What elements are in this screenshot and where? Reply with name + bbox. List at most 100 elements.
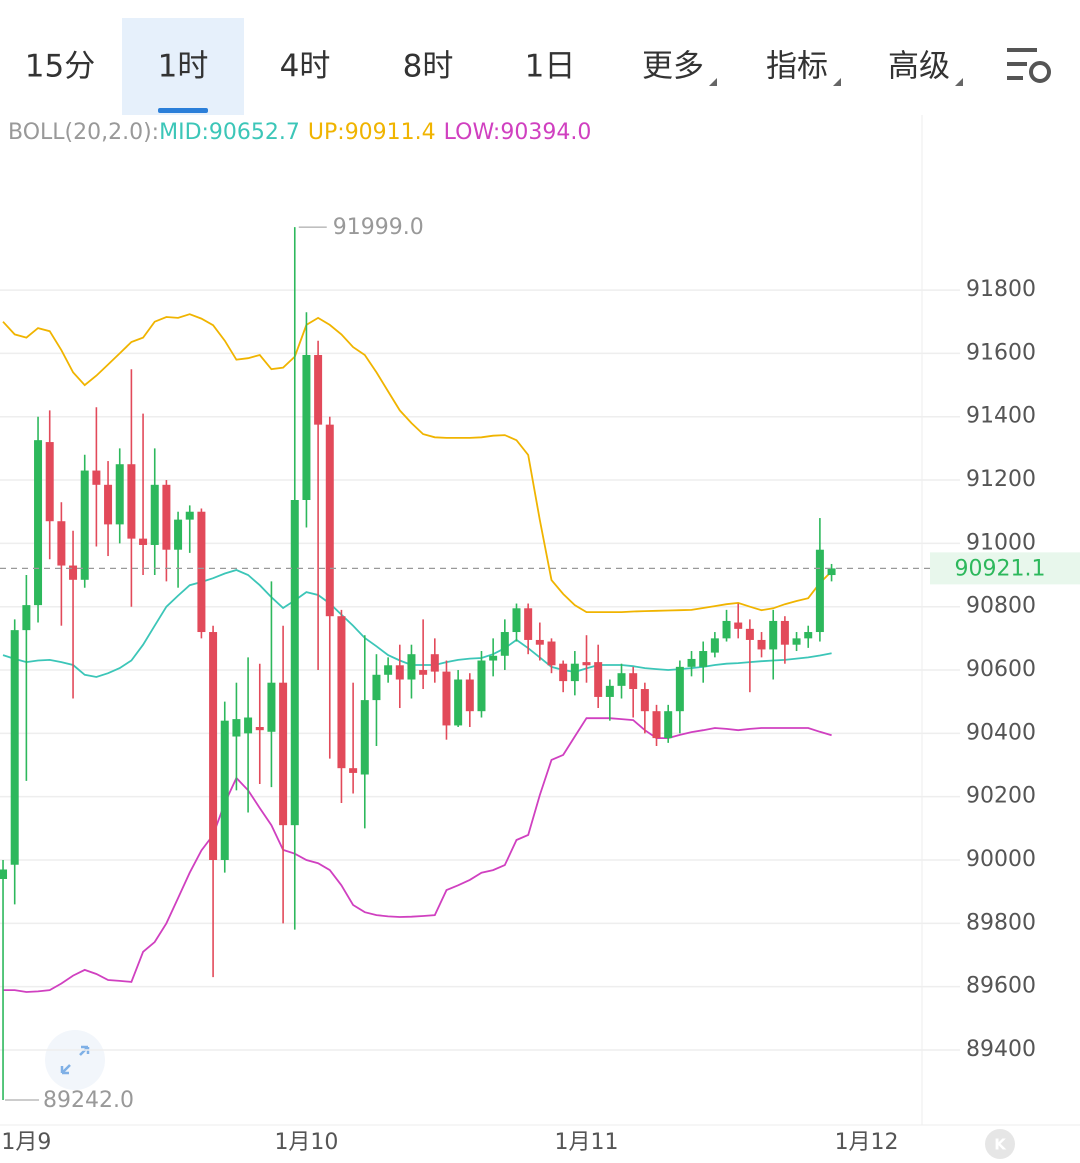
y-tick-label: 91200 — [966, 467, 1036, 492]
y-tick-label: 91400 — [966, 404, 1036, 429]
candle-body — [652, 711, 661, 739]
legend-entry: MID:90652.7 — [159, 120, 300, 145]
candle-body — [115, 464, 124, 525]
x-tick-label: 1月9 — [1, 1130, 51, 1155]
timeframe-tab[interactable]: 15分 — [25, 49, 95, 85]
last-price-box — [930, 552, 1080, 585]
timeframe-tab[interactable]: 4时 — [280, 49, 331, 85]
candle-body — [372, 674, 381, 701]
candle-body — [745, 628, 754, 640]
candle-body — [664, 711, 673, 739]
candle-body — [512, 608, 521, 633]
candle-body — [255, 727, 264, 731]
timeframe-tab[interactable]: 8时 — [403, 49, 454, 85]
expand-button[interactable] — [45, 1030, 105, 1090]
scroll-latest-button[interactable] — [985, 1129, 1015, 1159]
candle-body — [360, 700, 369, 775]
timeframe-tab[interactable]: 更多 — [642, 49, 704, 85]
candle-body — [722, 620, 731, 639]
candle-body — [594, 662, 603, 697]
expand-icon — [60, 1045, 90, 1075]
candle-body — [757, 639, 766, 650]
candle-body — [127, 464, 136, 539]
y-tick-label: 90200 — [966, 784, 1036, 809]
candle-body — [699, 651, 708, 667]
candle-body — [279, 682, 288, 826]
icon-bar — [1007, 62, 1027, 66]
candle-body — [827, 568, 836, 576]
indicator-name: BOLL(20,2.0): — [8, 120, 159, 145]
y-tick-label: 89600 — [966, 974, 1036, 999]
candle-body — [559, 663, 568, 682]
candle-body — [0, 869, 8, 879]
candle-body — [524, 608, 533, 640]
icon-gear — [1029, 61, 1051, 83]
candle-body — [45, 442, 54, 522]
timeframe-tab[interactable]: 高级 — [888, 49, 950, 85]
candle-body — [407, 654, 416, 680]
candle-body — [244, 717, 253, 734]
candle-body — [92, 470, 101, 485]
candle-body — [780, 620, 789, 645]
candle-body — [325, 424, 334, 617]
candle-body — [104, 484, 113, 525]
candle-body — [792, 638, 801, 645]
candle-body — [384, 665, 393, 675]
candle-body — [267, 682, 276, 732]
candle-body — [710, 638, 719, 653]
dropdown-triangle — [833, 78, 841, 86]
candle-body — [617, 673, 626, 686]
icon-bar — [1007, 76, 1023, 80]
timeframe-tab[interactable]: 1日 — [525, 49, 576, 85]
candle-body — [430, 654, 439, 672]
max-label: 91999.0 — [333, 215, 424, 240]
candle-body — [570, 663, 579, 682]
candle-body — [150, 484, 159, 545]
candle-body — [804, 632, 813, 639]
timeframe-tab[interactable]: 指标 — [766, 49, 828, 85]
band-line — [2, 313, 833, 613]
y-tick-label: 90600 — [966, 657, 1036, 682]
y-tick-label: 91000 — [966, 530, 1036, 555]
settings-icon[interactable] — [1007, 48, 1051, 83]
band-line — [2, 569, 832, 678]
candle-body — [629, 673, 638, 690]
candle-body — [220, 720, 229, 860]
candle-body — [489, 655, 498, 661]
candle-body — [500, 632, 509, 656]
selected-tab-bg — [122, 18, 244, 115]
y-tick-label: 91600 — [966, 340, 1036, 365]
candle-body — [290, 500, 299, 826]
dropdown-triangle — [955, 78, 963, 86]
y-tick-label: 90000 — [966, 847, 1036, 872]
candle-body — [337, 616, 346, 769]
timeframe-tab[interactable]: 1时 — [158, 49, 209, 85]
icon-bar — [1007, 48, 1037, 52]
last-price-label: 90921.1 — [955, 556, 1046, 581]
x-tick-label: 1月12 — [835, 1130, 899, 1155]
legend-entry: UP:90911.4 — [308, 120, 436, 145]
candle-body — [174, 519, 183, 550]
candle-body — [80, 470, 89, 580]
selected-tab-underline — [158, 108, 208, 113]
candle-body — [535, 639, 544, 645]
candle-body — [185, 511, 194, 520]
candle-body — [477, 660, 486, 712]
candle-body — [465, 679, 474, 712]
candle-body — [687, 658, 696, 667]
legend-entry: LOW:90394.0 — [444, 120, 592, 145]
candle-body — [22, 605, 31, 631]
y-tick-label: 91800 — [966, 277, 1036, 302]
candle-body — [734, 622, 743, 629]
candle-body — [547, 641, 556, 666]
candle-body — [139, 538, 148, 545]
candle-body — [640, 689, 649, 712]
candle-body — [442, 671, 451, 726]
candle-body — [769, 620, 778, 650]
x-tick-label: 1月10 — [274, 1130, 338, 1155]
candle-body — [349, 768, 358, 773]
band-line — [3, 717, 832, 993]
candle-body — [10, 630, 19, 865]
